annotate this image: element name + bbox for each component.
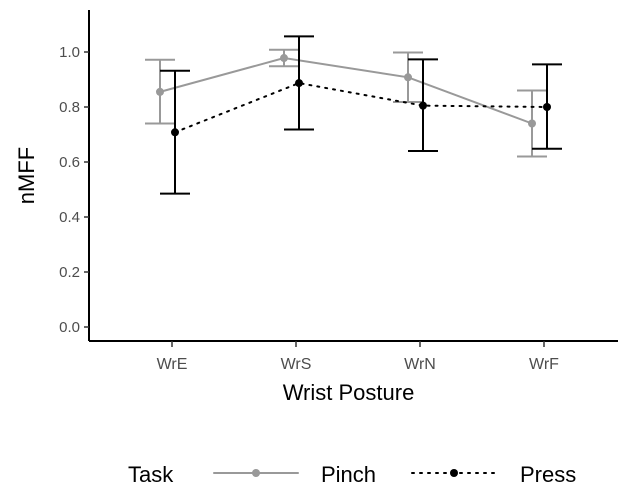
data-point [419, 101, 427, 110]
x-tick-label: WrE [157, 356, 188, 373]
series-press [160, 35, 562, 195]
legend-title: Task [128, 462, 174, 487]
y-tick-label: 1.0 [59, 44, 80, 61]
y-tick-label: 0.6 [59, 154, 80, 171]
series-line [174, 82, 548, 134]
legend-item-press: Press [411, 462, 576, 487]
x-tick-label: WrF [529, 356, 559, 373]
y-tick-label: 0.8 [59, 99, 80, 116]
data-point [280, 54, 288, 63]
legend-key-point [252, 469, 260, 477]
x-tick-label: WrS [281, 356, 312, 373]
legend-label: Press [520, 462, 576, 487]
series-pinch [145, 48, 547, 158]
x-tick-label: WrN [404, 356, 436, 373]
series-line [159, 57, 533, 125]
y-tick-label: 0.4 [59, 209, 80, 226]
legend: Task Pinch Press [128, 462, 576, 487]
y-tick-label: 0.2 [59, 264, 80, 281]
y-axis-title: nMFF [14, 147, 39, 204]
plot-area [145, 35, 562, 195]
data-point [543, 103, 551, 111]
data-point [295, 79, 303, 88]
data-point [171, 128, 179, 137]
legend-label: Pinch [321, 462, 376, 487]
y-tick-label: 0.0 [59, 319, 80, 336]
legend-key-point [450, 469, 458, 477]
y-ticks: 0.0 0.2 0.4 0.6 0.8 1.0 [59, 44, 89, 336]
data-point [528, 119, 536, 128]
x-ticks: WrE WrS WrN WrF [157, 341, 559, 373]
data-point [156, 87, 164, 96]
x-axis-title: Wrist Posture [283, 380, 415, 405]
data-point [404, 73, 412, 82]
legend-item-pinch: Pinch [213, 462, 376, 487]
axes: 0.0 0.2 0.4 0.6 0.8 1.0 WrE WrS WrN WrF Wrist Po… [14, 10, 618, 405]
